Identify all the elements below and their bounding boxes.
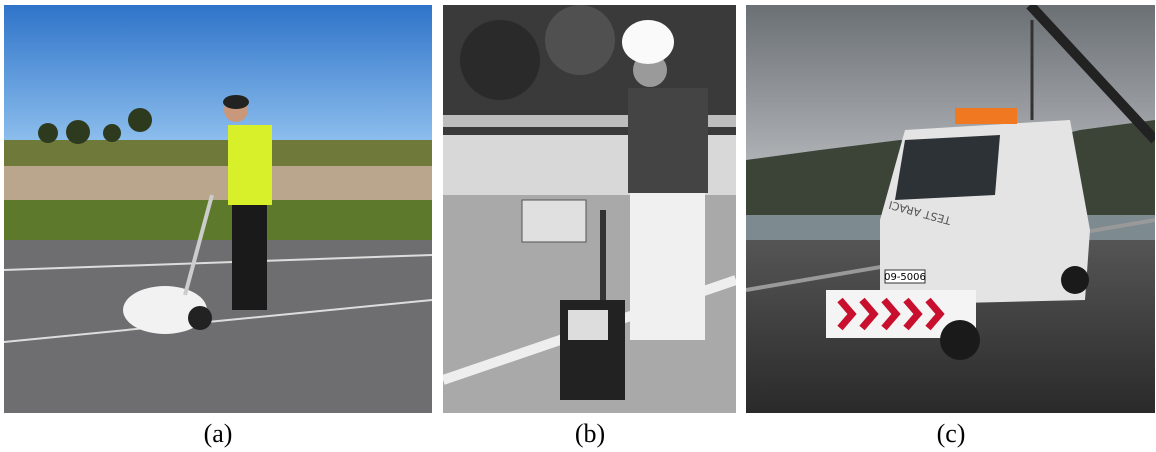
license-plate: 09-5006 [884, 272, 926, 283]
caption: (a) [204, 419, 233, 448]
figure-svg: 09-5006 TEST ARACI (a) (b) (c) [0, 0, 1156, 452]
caption: (b) [575, 419, 605, 448]
photo-c: 09-5006 TEST ARACI [746, 5, 1155, 413]
figure: 09-5006 TEST ARACI (a) (b) (c) [0, 0, 1156, 452]
photo-b [443, 5, 736, 413]
photo-a [4, 5, 432, 413]
caption: (c) [937, 419, 966, 448]
